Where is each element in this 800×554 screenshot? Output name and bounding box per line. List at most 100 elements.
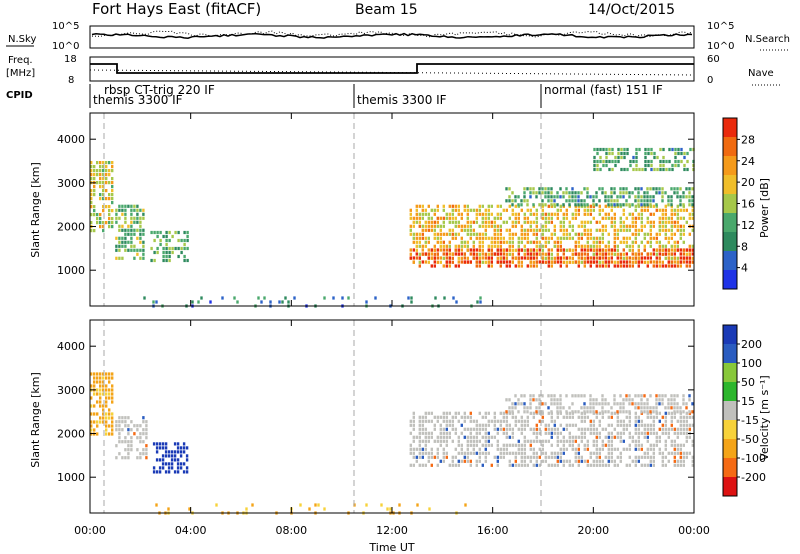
data-cell — [622, 402, 625, 406]
data-cell — [643, 455, 646, 459]
data-cell — [673, 252, 676, 256]
data-cell — [653, 155, 656, 160]
data-cell — [658, 402, 661, 406]
data-cell — [553, 451, 556, 455]
data-cell — [451, 232, 454, 236]
data-cell — [454, 208, 457, 212]
data-cell — [673, 415, 676, 419]
data-cell — [634, 204, 637, 208]
data-cell — [427, 455, 430, 459]
data-cell — [142, 208, 145, 212]
velocity-y-label: Slant Range [km] — [29, 372, 42, 468]
data-cell — [445, 423, 448, 427]
data-cell — [682, 427, 685, 431]
data-cell — [667, 203, 670, 207]
data-cell — [526, 248, 529, 252]
data-cell — [595, 439, 598, 443]
data-cell — [102, 189, 105, 193]
data-cell — [448, 423, 451, 427]
data-cell — [604, 204, 607, 208]
data-cell — [595, 443, 598, 447]
data-cell — [650, 151, 653, 156]
data-cell — [607, 435, 610, 439]
data-cell — [664, 224, 667, 228]
data-cell — [580, 220, 583, 224]
data-cell — [679, 443, 682, 447]
data-cell — [532, 187, 535, 191]
data-cell — [481, 415, 484, 419]
data-cell — [442, 208, 445, 212]
data-cell — [142, 256, 145, 260]
data-cell — [436, 240, 439, 244]
data-cell — [544, 431, 547, 435]
data-cell — [676, 443, 679, 447]
data-cell — [604, 191, 607, 195]
data-cell — [559, 459, 562, 463]
data-cell — [580, 252, 583, 256]
data-cell — [634, 431, 637, 435]
data-cell — [445, 415, 448, 419]
data-cell — [499, 252, 502, 256]
data-cell — [568, 459, 571, 463]
data-cell — [679, 410, 682, 414]
data-cell — [631, 203, 634, 207]
data-cell — [658, 427, 661, 431]
data-cell — [691, 216, 694, 220]
data-cell — [424, 427, 427, 431]
data-cell — [105, 404, 108, 408]
data-cell — [409, 228, 412, 232]
data-cell — [676, 463, 679, 467]
data-cell — [685, 402, 688, 406]
data-cell — [673, 463, 676, 467]
data-cell — [535, 212, 538, 216]
data-cell — [619, 431, 622, 435]
data-cell — [644, 163, 647, 168]
data-cell — [682, 394, 685, 398]
data-cell — [574, 423, 577, 427]
data-cell — [442, 455, 445, 459]
data-cell — [601, 236, 604, 240]
data-cell — [601, 191, 604, 195]
data-cell — [568, 224, 571, 228]
data-cell — [544, 224, 547, 228]
data-cell — [658, 439, 661, 443]
data-cell — [415, 435, 418, 439]
data-cell — [659, 163, 662, 168]
data-cell — [484, 427, 487, 431]
data-cell — [577, 447, 580, 451]
data-cell — [616, 199, 619, 203]
colorbar-step — [723, 251, 737, 271]
data-cell — [598, 451, 601, 455]
data-cell — [332, 296, 335, 300]
data-cell — [493, 236, 496, 240]
data-cell — [415, 216, 418, 220]
data-cell — [682, 252, 685, 256]
data-cell — [586, 410, 589, 414]
data-cell — [475, 260, 478, 264]
data-cell — [667, 264, 670, 268]
data-cell — [565, 228, 568, 232]
data-cell — [421, 228, 424, 232]
data-cell — [523, 447, 526, 451]
data-cell — [511, 208, 514, 212]
data-cell — [179, 450, 183, 454]
data-cell — [676, 447, 679, 451]
data-cell — [589, 228, 592, 232]
data-cell — [646, 406, 649, 410]
data-cell — [601, 406, 604, 410]
data-cell — [670, 244, 673, 248]
data-cell — [111, 201, 114, 205]
data-cell — [176, 442, 180, 446]
data-cell — [685, 411, 688, 415]
data-cell — [526, 439, 529, 443]
data-cell — [565, 439, 568, 443]
data-cell — [469, 232, 472, 236]
data-cell — [99, 217, 102, 221]
data-cell — [535, 232, 538, 236]
data-cell — [670, 220, 673, 224]
data-cell — [593, 147, 596, 152]
data-cell — [436, 463, 439, 467]
data-cell — [442, 447, 445, 451]
data-cell — [176, 446, 180, 450]
